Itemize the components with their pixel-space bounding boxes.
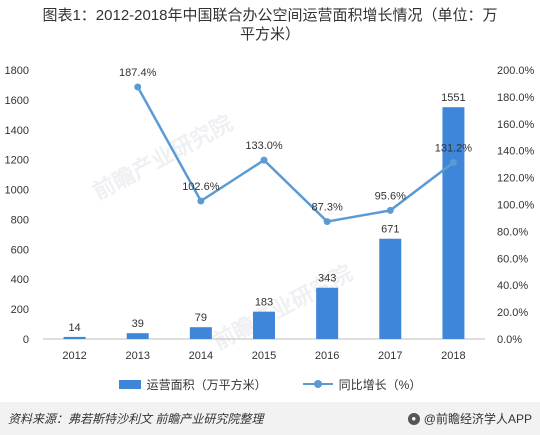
legend-item-bar: 运营面积（万平方米） bbox=[118, 376, 267, 393]
brand-credit: ● @前瞻经济学人APP bbox=[407, 410, 532, 427]
bar bbox=[316, 287, 339, 339]
legend-bar-swatch bbox=[118, 379, 141, 389]
brand-text: @前瞻经济学人APP bbox=[423, 412, 532, 426]
brand-logo-icon: ● bbox=[407, 412, 420, 425]
source-note: 资料来源：弗若斯特沙利文 前瞻产业研究院整理 bbox=[8, 412, 264, 426]
bar-data-label: 343 bbox=[318, 273, 336, 285]
line-point bbox=[197, 197, 205, 205]
legend-item-line: 同比增长（%） bbox=[302, 376, 422, 393]
line-point bbox=[260, 156, 268, 164]
x-tick-label: 2013 bbox=[125, 350, 149, 362]
chart-title-line2: 平方米） bbox=[239, 26, 300, 43]
y-left-tick-label: 1400 bbox=[5, 125, 29, 137]
line-point bbox=[386, 206, 394, 214]
y-right-tick-label: 100.0% bbox=[497, 200, 535, 212]
y-right-tick-label: 0.0% bbox=[497, 334, 522, 346]
bar-data-label: 183 bbox=[255, 297, 273, 309]
y-right-tick-label: 180.0% bbox=[497, 92, 535, 104]
chart-title: 图表1：2012-2018年中国联合办公空间运营面积增长情况（单位：万 平方米） bbox=[0, 6, 540, 44]
line-data-label: 131.2% bbox=[435, 143, 473, 155]
y-left-tick-label: 600 bbox=[11, 244, 29, 256]
y-right-tick-label: 60.0% bbox=[497, 253, 528, 265]
y-right-tick-label: 140.0% bbox=[497, 146, 535, 158]
y-left-tick-label: 0 bbox=[23, 334, 29, 346]
bar bbox=[189, 327, 212, 339]
bar bbox=[63, 336, 86, 339]
x-tick-label: 2016 bbox=[315, 350, 339, 362]
x-tick-label: 2018 bbox=[441, 350, 465, 362]
x-tick-label: 2012 bbox=[62, 350, 86, 362]
y-left-tick-label: 200 bbox=[11, 304, 29, 316]
x-tick-label: 2015 bbox=[252, 350, 276, 362]
bar bbox=[126, 333, 149, 339]
y-right-tick-label: 40.0% bbox=[497, 280, 528, 292]
line-data-label: 95.6% bbox=[375, 190, 406, 202]
line-data-label: 102.6% bbox=[182, 181, 220, 193]
bar-data-label: 79 bbox=[195, 312, 207, 324]
legend-line-label: 同比增长（%） bbox=[338, 377, 422, 392]
x-tick-label: 2014 bbox=[189, 350, 213, 362]
bar-data-label: 1551 bbox=[441, 92, 465, 104]
legend-line-swatch bbox=[302, 379, 333, 389]
chart-title-line1: 图表1：2012-2018年中国联合办公空间运营面积增长情况（单位：万 bbox=[42, 7, 498, 24]
x-tick-label: 2017 bbox=[378, 350, 402, 362]
line-data-label: 187.4% bbox=[119, 67, 157, 79]
bar-data-label: 671 bbox=[381, 224, 399, 236]
y-left-tick-label: 1800 bbox=[5, 65, 29, 77]
y-right-tick-label: 200.0% bbox=[497, 65, 535, 77]
legend: 运营面积（万平方米） 同比增长（%） bbox=[0, 376, 540, 392]
y-right-tick-label: 20.0% bbox=[497, 307, 528, 319]
bar-data-label: 39 bbox=[132, 318, 144, 330]
bar bbox=[379, 238, 402, 339]
line-data-label: 87.3% bbox=[312, 202, 343, 214]
y-right-tick-label: 80.0% bbox=[497, 226, 528, 238]
y-left-tick-label: 1000 bbox=[5, 185, 29, 197]
footer: 资料来源：弗若斯特沙利文 前瞻产业研究院整理 ● @前瞻经济学人APP bbox=[0, 402, 540, 435]
y-right-tick-label: 120.0% bbox=[497, 173, 535, 185]
legend-bar-label: 运营面积（万平方米） bbox=[146, 377, 267, 392]
line-point bbox=[323, 218, 331, 226]
y-left-tick-label: 400 bbox=[11, 274, 29, 286]
line-data-label: 133.0% bbox=[245, 140, 283, 152]
line-point bbox=[134, 83, 142, 91]
y-left-tick-label: 1200 bbox=[5, 155, 29, 167]
y-left-tick-label: 800 bbox=[11, 214, 29, 226]
bar bbox=[253, 311, 275, 339]
combo-chart: 0 200 400 600 800 1000 1200 1400 1600 1800 0.0% 20.… bbox=[5, 65, 535, 362]
y-right-tick-label: 160.0% bbox=[497, 119, 535, 131]
growth-line bbox=[136, 86, 455, 223]
line-point bbox=[449, 159, 457, 167]
y-left-tick-label: 1600 bbox=[5, 95, 29, 107]
bar-data-label: 14 bbox=[68, 322, 80, 334]
